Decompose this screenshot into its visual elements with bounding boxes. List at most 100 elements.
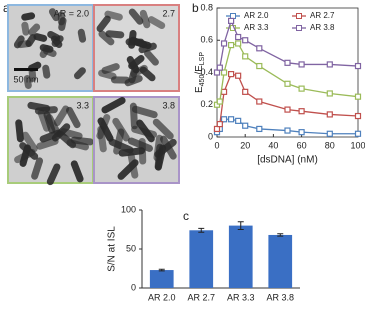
data-point	[326, 130, 333, 137]
nanorod	[48, 8, 60, 22]
nanorod	[131, 105, 158, 119]
data-point	[298, 129, 305, 136]
nanorod	[73, 67, 86, 80]
data-point	[228, 17, 235, 24]
nanorod	[136, 119, 155, 143]
data-point	[326, 111, 333, 118]
nanorod	[21, 131, 38, 153]
data-point	[242, 37, 249, 44]
legend-label: AR 3.8	[310, 23, 335, 32]
x-tick-label: AR 2.7	[187, 292, 215, 302]
bar	[189, 230, 214, 288]
image-label: 3.3	[76, 100, 89, 110]
error-bar	[198, 227, 205, 233]
y-tick-label: 0.8	[200, 2, 213, 12]
bar	[268, 234, 293, 288]
data-point	[256, 62, 263, 70]
data-point	[284, 127, 291, 134]
nanorod	[124, 75, 143, 87]
nanorod	[42, 64, 51, 79]
y-label-part: E	[194, 86, 205, 93]
image-label: 3.8	[162, 100, 175, 110]
nanorod	[15, 119, 24, 143]
y-tick-label: 0.2	[200, 99, 213, 109]
nanorod	[159, 135, 177, 160]
legend-label: AR 2.0	[244, 11, 269, 20]
y-label-part: /E	[194, 65, 205, 75]
data-point	[284, 80, 291, 87]
x-tick-label: 20	[240, 140, 250, 150]
nanorod	[96, 114, 111, 140]
error-bar	[277, 233, 284, 237]
nanorod	[128, 8, 144, 25]
nanorod	[45, 113, 61, 136]
nanorod	[138, 42, 157, 54]
data-point	[298, 85, 305, 92]
nanorod	[105, 30, 125, 39]
nanorod	[118, 147, 146, 157]
data-point	[216, 120, 223, 128]
nanorod	[96, 15, 111, 33]
data-point	[228, 71, 235, 78]
data-point	[235, 117, 242, 124]
y-tick-label: 0.4	[200, 67, 213, 77]
data-point	[256, 98, 263, 105]
bar	[228, 225, 253, 288]
data-point	[242, 122, 249, 129]
nanorod	[66, 106, 81, 129]
legend-label: AR 3.3	[244, 23, 269, 32]
nanorod	[127, 152, 139, 179]
x-tick-label: 80	[325, 140, 335, 150]
nanorod	[104, 10, 123, 21]
legend-marker	[296, 13, 302, 19]
y-axis-label: E450/ELSP	[194, 52, 207, 93]
data-point	[354, 62, 362, 70]
y-tick-label: 0	[208, 131, 213, 141]
error-bar	[237, 221, 244, 230]
data-point	[235, 40, 242, 47]
data-point	[220, 69, 228, 76]
legend-marker	[230, 13, 236, 19]
nanorod	[77, 28, 87, 43]
nanorod	[139, 9, 151, 29]
x-tick-label: 40	[268, 140, 278, 150]
data-point	[220, 40, 228, 47]
nanorod	[60, 128, 83, 140]
data-point	[242, 53, 249, 60]
scale-bar-label: 50 nm	[13, 74, 38, 84]
x-tick-label: 100	[350, 140, 365, 150]
legend-marker	[296, 25, 302, 31]
data-point	[284, 106, 291, 113]
data-point	[326, 61, 333, 68]
data-point	[220, 116, 228, 123]
y-axis-label: S/N at ISL	[107, 226, 118, 272]
x-tick-label: AR 3.8	[266, 292, 294, 302]
data-point	[228, 116, 235, 123]
panel-letter: c	[183, 209, 189, 223]
nanorod	[27, 101, 51, 112]
nanorod	[51, 35, 64, 48]
data-point	[298, 61, 305, 68]
data-point	[220, 88, 228, 95]
nanorod	[53, 105, 70, 127]
nanorod	[152, 118, 174, 140]
nanorod	[28, 23, 41, 36]
nanorod	[21, 12, 36, 21]
data-point	[284, 59, 291, 66]
nanorod	[154, 144, 167, 171]
image-label: AR = 2.0	[54, 8, 89, 18]
nanorod	[19, 144, 31, 167]
x-tick-label: 0	[214, 140, 219, 150]
data-point	[228, 41, 235, 49]
nanorod	[128, 55, 145, 70]
bar	[149, 270, 174, 288]
data-point	[216, 98, 223, 105]
data-point	[354, 112, 362, 120]
nanorod	[70, 160, 84, 183]
error-bar	[158, 268, 165, 272]
nanorod	[58, 17, 67, 31]
nanorod	[39, 45, 51, 59]
legend-label: AR 2.7	[310, 11, 335, 20]
nanorod	[144, 49, 159, 66]
